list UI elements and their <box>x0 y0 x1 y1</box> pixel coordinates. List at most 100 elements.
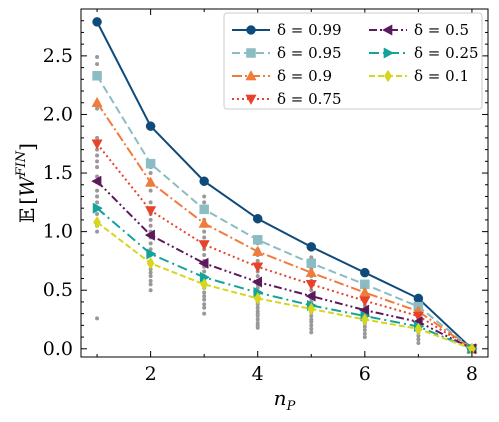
scatter-point <box>95 62 100 67</box>
series-marker <box>198 217 210 228</box>
scatter-point <box>95 188 100 193</box>
series-line <box>96 102 473 350</box>
scatter-point <box>202 305 207 310</box>
scatter-point <box>202 269 207 274</box>
scatter-point <box>202 311 207 316</box>
series-marker <box>92 71 102 81</box>
y-tick-label: 2.0 <box>43 103 73 125</box>
scatter-point <box>202 194 207 199</box>
x-axis-label-subscript: P <box>286 399 296 414</box>
series-marker <box>198 240 210 251</box>
scatter-point <box>148 217 153 222</box>
scatter-point <box>148 288 153 293</box>
series-layer <box>91 17 478 356</box>
x-axis-label-main: n <box>274 386 287 410</box>
legend-entry: δ = 0.25 <box>369 44 479 62</box>
legend-label: δ = 0.5 <box>414 21 469 39</box>
series-marker <box>305 280 317 291</box>
series-7 <box>93 215 476 356</box>
y-tick-label: 1.5 <box>43 162 73 184</box>
legend-entry: δ = 0.9 <box>232 67 332 85</box>
scatter-point <box>95 165 100 170</box>
scatter-point <box>362 331 367 336</box>
series-marker <box>146 256 155 270</box>
legend-entry: δ = 0.1 <box>369 67 469 85</box>
series-marker <box>414 322 423 336</box>
series-marker <box>145 158 156 169</box>
y-axis-label-superscript: FIN <box>14 150 29 177</box>
series-marker <box>305 290 316 302</box>
scatter-point <box>95 316 100 321</box>
series-marker <box>252 262 264 273</box>
scatter-point <box>202 229 207 234</box>
series-marker <box>382 24 393 36</box>
series-marker <box>360 267 370 278</box>
series-marker <box>92 202 103 214</box>
series-marker <box>306 258 317 269</box>
scatter-point <box>95 153 100 158</box>
series-marker <box>360 313 369 326</box>
series-marker <box>384 69 392 83</box>
scatter-point <box>148 241 153 246</box>
scatter-point <box>202 290 207 295</box>
series-marker <box>92 17 102 27</box>
series-line <box>96 207 473 350</box>
series-marker <box>199 176 209 186</box>
scatter-point <box>202 297 207 302</box>
x-tick-label: 4 <box>252 363 264 385</box>
series-marker <box>199 204 209 215</box>
legend-entry: δ = 0.95 <box>232 44 342 62</box>
scatter-point <box>95 159 100 164</box>
y-tick-label: 0.0 <box>43 338 73 360</box>
scatter-point <box>309 313 314 318</box>
scatter-point <box>95 229 100 234</box>
legend-entry: δ = 0.75 <box>232 90 342 108</box>
series-marker <box>252 213 263 224</box>
y-tick-label: 2.5 <box>43 45 73 67</box>
series-line <box>96 221 473 350</box>
scatter-point <box>202 302 207 307</box>
scatter-point <box>95 194 100 199</box>
scatter-point <box>95 212 100 217</box>
series-marker <box>413 293 424 304</box>
series-marker <box>307 302 316 316</box>
series-marker <box>145 176 157 187</box>
scatter-point <box>255 274 260 279</box>
series-marker <box>200 278 209 291</box>
scatter-point <box>148 200 153 205</box>
scatter-point <box>95 106 100 111</box>
legend: δ = 0.99 δ = 0.95 δ = 0.9 δ = 0.75 δ = 0.5 δ … <box>223 12 483 110</box>
axis-ticks: 2 4 6 8 0.0 0.5 1.0 1.5 2.0 2.5 <box>43 9 488 385</box>
series-marker <box>93 215 101 229</box>
series-marker <box>306 242 317 252</box>
y-axis-label: 𝔼[WFIN] <box>14 143 39 223</box>
scatter-point <box>309 330 314 335</box>
scatter-point <box>202 253 207 258</box>
scatter-point <box>148 188 153 193</box>
series-line <box>96 143 473 350</box>
series-3 <box>91 96 478 354</box>
scatter-point <box>416 333 421 338</box>
series-marker <box>144 229 155 241</box>
scatter-point <box>309 323 314 328</box>
series-marker <box>245 94 257 105</box>
legend-entry: δ = 0.5 <box>369 21 469 39</box>
scatter-point <box>202 294 207 299</box>
legend-label: δ = 0.95 <box>277 44 342 62</box>
scatter-point <box>362 324 367 329</box>
series-marker <box>246 25 256 35</box>
scatter-point <box>148 282 153 287</box>
scatter-point <box>309 255 314 260</box>
scatter-point <box>148 278 153 283</box>
series-line <box>96 21 473 350</box>
series-marker <box>198 257 209 269</box>
plot-frame <box>80 8 489 358</box>
series-marker <box>252 235 263 245</box>
scatter-point <box>95 200 100 205</box>
series-marker <box>412 311 424 322</box>
y-tick-label: 0.5 <box>43 279 73 301</box>
scatter-point <box>362 328 367 333</box>
x-tick-label: 6 <box>359 363 371 385</box>
legend-label: δ = 0.9 <box>277 67 332 85</box>
